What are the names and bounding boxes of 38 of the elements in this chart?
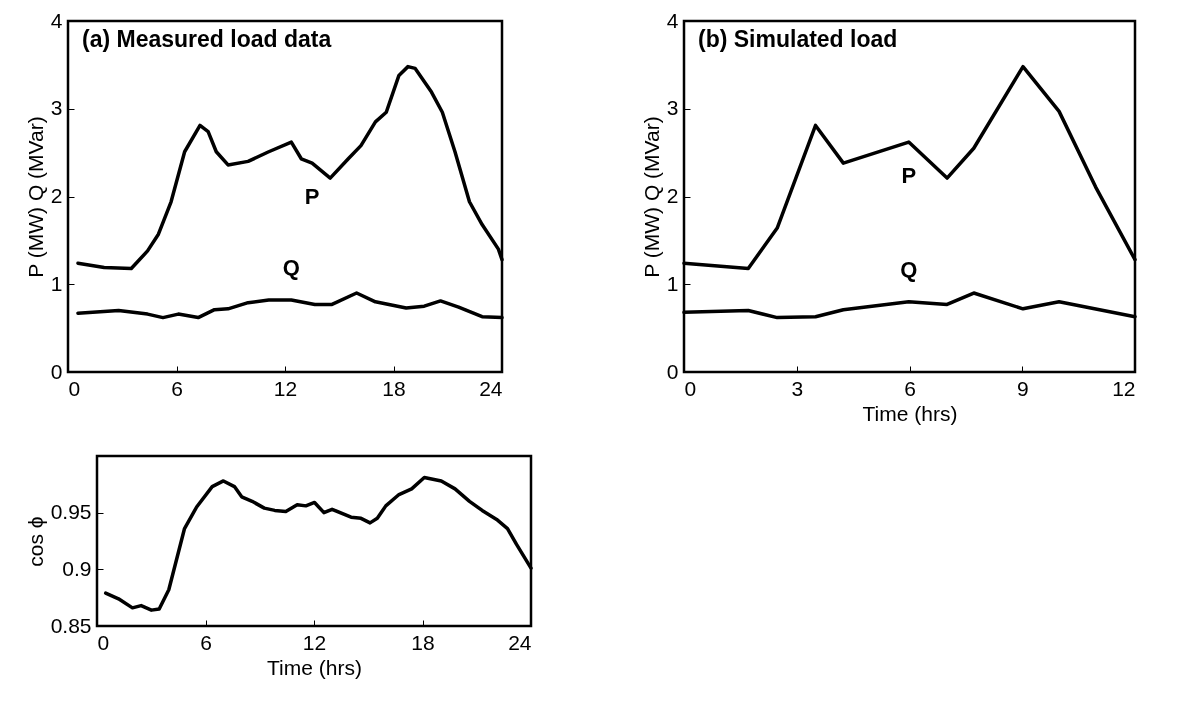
series-label: Q <box>282 255 300 281</box>
y-tick-label: 0 <box>666 359 679 383</box>
x-axis-title: Time (hrs) <box>267 655 362 679</box>
x-tick-label: 12 <box>302 630 327 654</box>
y-tick-label: 0 <box>50 359 63 383</box>
x-tick-label: 6 <box>904 376 916 400</box>
y-tick-label: 1 <box>50 271 63 295</box>
chart-title: (a) Measured load data <box>82 26 332 52</box>
x-axis-title: Time (hrs) <box>862 401 958 425</box>
x-tick-label: 6 <box>171 376 183 400</box>
y-axis-title: P (MW) Q (MVar) <box>639 116 663 278</box>
y-axis-title: cos ϕ <box>23 516 47 567</box>
x-tick-label: 12 <box>273 376 298 400</box>
x-tick-label: 6 <box>200 630 212 654</box>
series-label: Q <box>900 256 918 282</box>
series-label: P <box>901 163 917 189</box>
x-tick-label: 9 <box>1016 376 1029 400</box>
y-tick-label: 2 <box>666 184 679 207</box>
x-tick-label: 0 <box>684 376 697 400</box>
y-tick-label: 1 <box>666 271 679 295</box>
x-tick-label: 0 <box>97 630 110 654</box>
y-tick-label: 4 <box>50 8 63 32</box>
x-tick-label: 24 <box>479 376 503 400</box>
x-tick-label: 18 <box>382 376 406 400</box>
x-tick-label: 12 <box>1112 376 1136 400</box>
x-tick-label: 24 <box>508 630 532 654</box>
y-tick-label: 2 <box>50 184 63 207</box>
y-tick-label: 3 <box>50 96 63 120</box>
y-axis-title: P (MW) Q (MVar) <box>23 116 47 278</box>
y-tick-label: 4 <box>666 8 679 32</box>
y-tick-label: 3 <box>666 96 679 120</box>
x-tick-label: 3 <box>791 376 804 400</box>
y-tick-label: 0.95 <box>50 500 92 524</box>
y-tick-label: 0.9 <box>62 556 92 580</box>
series-label: P <box>304 184 320 210</box>
chart-title: (b) Simulated load <box>698 26 898 52</box>
y-tick-label: 0.85 <box>50 613 92 637</box>
x-tick-label: 18 <box>411 630 435 654</box>
